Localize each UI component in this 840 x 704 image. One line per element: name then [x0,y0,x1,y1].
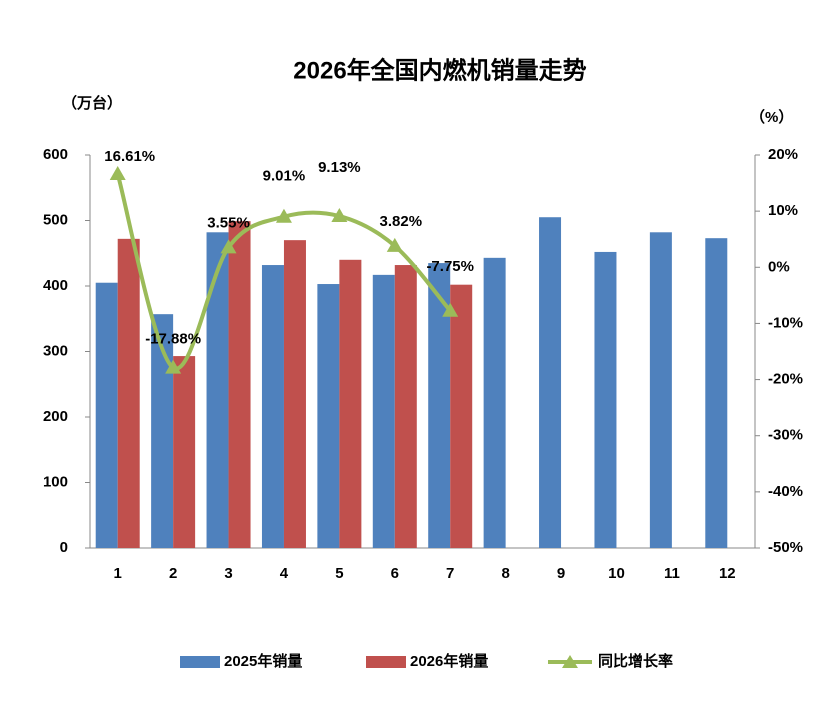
y2-tick-label: 0% [768,258,790,275]
bar [594,251,617,548]
bar [483,257,506,548]
legend-swatch [562,655,578,668]
marker [165,359,182,374]
y-tick-label: 300 [43,342,68,359]
bar [261,265,284,548]
bar [117,238,140,548]
marker [109,166,126,181]
data-label: 16.61% [104,148,155,165]
marker [386,237,403,252]
legend-swatch [366,656,406,668]
y-tick-label: 600 [43,146,68,163]
bar [539,217,562,548]
x-tick-label: 7 [446,565,454,582]
y2-tick-label: 20% [768,146,798,163]
marker [275,208,292,223]
data-label: 9.01% [263,168,306,185]
data-label: 3.82% [380,213,423,230]
y2-tick-label: -40% [768,483,803,500]
bar [372,274,395,548]
bar [228,221,251,548]
x-tick-label: 12 [719,565,736,582]
bar [339,259,362,548]
bar [649,232,672,549]
legend-label: 同比增长率 [598,652,673,670]
y2-tick-label: 10% [768,202,798,219]
y-tick-label: 500 [43,211,68,228]
legend-label: 2026年销量 [410,652,488,670]
bar [428,263,451,548]
y-tick-label: 400 [43,277,68,294]
marker [331,208,348,223]
data-label: 3.55% [207,214,250,231]
x-tick-label: 6 [391,565,399,582]
x-tick-label: 5 [335,565,343,582]
x-tick-label: 10 [608,565,625,582]
data-label: -7.75% [426,258,474,275]
bar [173,356,196,548]
x-tick-label: 3 [224,565,232,582]
bar [450,284,473,548]
bar [206,232,229,549]
x-tick-label: 9 [557,565,565,582]
legend-swatch [180,656,220,668]
bar [283,240,306,548]
y2-tick-label: -50% [768,539,803,556]
x-tick-label: 4 [280,565,289,582]
y2-tick-label: -20% [768,371,803,388]
x-tick-label: 1 [114,565,122,582]
x-tick-label: 11 [664,565,680,582]
y-tick-label: 0 [60,539,68,556]
bar [705,238,728,548]
y2-tick-label: -10% [768,314,803,331]
bar [95,282,118,548]
y2-tick-label: -30% [768,427,803,444]
data-label: 9.13% [318,159,361,176]
legend-label: 2025年销量 [224,652,302,670]
bar [394,265,417,548]
x-tick-label: 2 [169,565,177,582]
data-label: -17.88% [145,331,201,348]
y-tick-label: 200 [43,408,68,425]
bar [317,284,340,548]
marker [220,239,237,254]
y-unit: （万台） [62,94,122,112]
y2-unit: （%） [750,108,793,126]
marker [442,302,459,317]
chart-title: 2026年全国内燃机销量走势 [293,56,586,84]
x-tick-label: 8 [501,565,509,582]
y-tick-label: 100 [43,473,68,490]
